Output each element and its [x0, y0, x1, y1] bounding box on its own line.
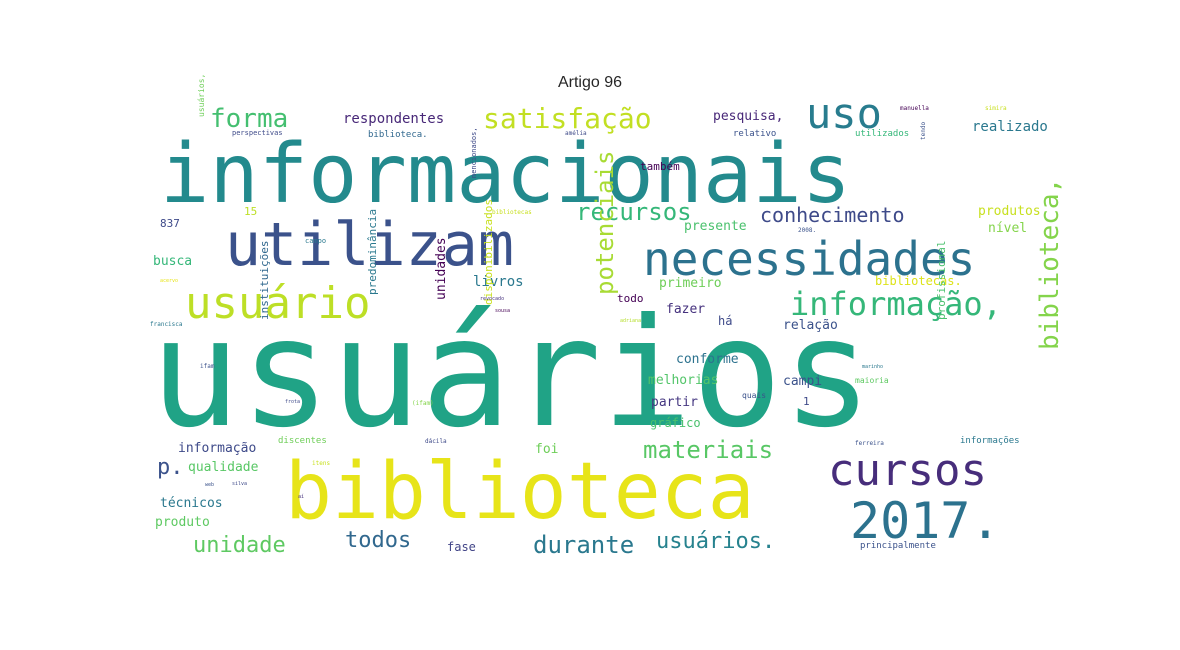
cloud-word: utilizados [855, 129, 909, 139]
cloud-word: unidade [193, 533, 286, 558]
cloud-word: há [718, 314, 732, 328]
cloud-word: informacionais [160, 127, 851, 222]
cloud-word: busca [153, 254, 192, 269]
cloud-word: fazer [666, 302, 705, 317]
cloud-word: satisfação [483, 102, 652, 135]
cloud-word: 837 [160, 217, 180, 230]
cloud-word: marinho [862, 364, 883, 370]
cloud-word: materiais [643, 436, 773, 464]
cloud-word: fase [447, 540, 476, 554]
cloud-word: conhecimento [760, 203, 905, 227]
cloud-word: principalmente [860, 541, 936, 551]
cloud-word: nível [988, 221, 1027, 236]
cloud-word: frota [285, 399, 300, 405]
cloud-word: necessidades [643, 232, 975, 286]
cloud-word: instituições [258, 241, 271, 320]
cloud-word: produtos [978, 204, 1041, 219]
cloud-word: profissional [935, 241, 948, 320]
cloud-word: mencionados, [470, 127, 478, 178]
cloud-word: 2017. [850, 492, 1001, 550]
cloud-word: usuários [150, 287, 872, 461]
cloud-word: relação [783, 318, 838, 333]
cloud-word: realizado [972, 119, 1048, 135]
cloud-word: uso [806, 89, 882, 138]
cloud-word: dácila [425, 438, 447, 445]
cloud-word: web [205, 482, 214, 488]
wordcloud-title: Artigo 96 [557, 74, 623, 91]
cloud-word: informações [960, 436, 1020, 446]
cloud-word: acervo [160, 278, 178, 284]
cloud-word: bibliotecas [492, 209, 532, 216]
cloud-word: produto [155, 515, 210, 530]
cloud-word: (ifam) [412, 400, 434, 407]
cloud-word: 1 [803, 395, 810, 408]
cloud-word: informação, [790, 285, 1002, 323]
cloud-word: simira [985, 105, 1007, 112]
cloud-word: biblioteca. [368, 130, 428, 140]
cloud-word: biblioteca [285, 447, 755, 537]
cloud-word: revocado [480, 296, 504, 302]
cloud-word: ferreira [855, 440, 884, 447]
cloud-word: bibliotecas. [875, 274, 962, 288]
cloud-word: 2008. [798, 227, 816, 234]
cloud-word: perspectivas [232, 129, 283, 137]
cloud-word: 15 [244, 205, 257, 218]
cloud-word: relativo [733, 129, 776, 139]
cloud-word: silva [232, 481, 247, 487]
cloud-word: adriana [620, 318, 641, 324]
cloud-word: conforme [676, 352, 739, 367]
cloud-word: utilizam [225, 210, 514, 280]
cloud-word: maioria [855, 376, 889, 385]
cloud-word: forma [210, 104, 288, 134]
cloud-word: melhorias [648, 373, 718, 388]
cloud-word: disponibilizados [482, 199, 495, 305]
cloud-word: livros [473, 274, 524, 290]
cloud-word: todos [345, 528, 411, 553]
cloud-word: usuários, [197, 74, 206, 117]
cloud-word: cursos [828, 445, 987, 496]
cloud-word: aí [298, 493, 304, 500]
cloud-word: respondentes [343, 111, 444, 127]
cloud-word: tendo [920, 122, 927, 140]
cloud-word: também [640, 160, 680, 173]
cloud-word: discentes [278, 436, 327, 446]
cloud-word: campi [783, 374, 822, 389]
cloud-word: p. [157, 455, 184, 480]
cloud-word: itens [312, 460, 330, 467]
cloud-word: campo [305, 237, 326, 245]
cloud-word: usuários. [656, 529, 775, 554]
cloud-word: qualidade [188, 460, 259, 475]
cloud-word: francisca [150, 321, 183, 328]
cloud-word: partir [651, 395, 698, 410]
cloud-word: predominância [366, 209, 379, 295]
cloud-word: recursos [576, 198, 692, 226]
cloud-word: amélia [565, 130, 587, 137]
cloud-word: usuário [185, 278, 370, 329]
cloud-word: foi [535, 442, 558, 457]
cloud-word: presente [684, 219, 747, 234]
cloud-word: gráfico [650, 416, 701, 430]
cloud-word: biblioteca, [1035, 178, 1065, 350]
cloud-word: ifam [200, 363, 215, 370]
cloud-word: informação [178, 441, 256, 456]
cloud-word: técnicos [160, 496, 223, 511]
cloud-word: unidades [434, 237, 449, 300]
cloud-word: quais [742, 391, 766, 400]
cloud-word: todo [617, 292, 644, 305]
cloud-word: durante [533, 531, 634, 559]
cloud-word: manuella [900, 105, 929, 112]
cloud-word: sousa [495, 308, 510, 314]
cloud-word: potenciais [591, 151, 619, 296]
cloud-word: pesquisa, [713, 109, 783, 124]
cloud-word: primeiro [659, 276, 722, 291]
